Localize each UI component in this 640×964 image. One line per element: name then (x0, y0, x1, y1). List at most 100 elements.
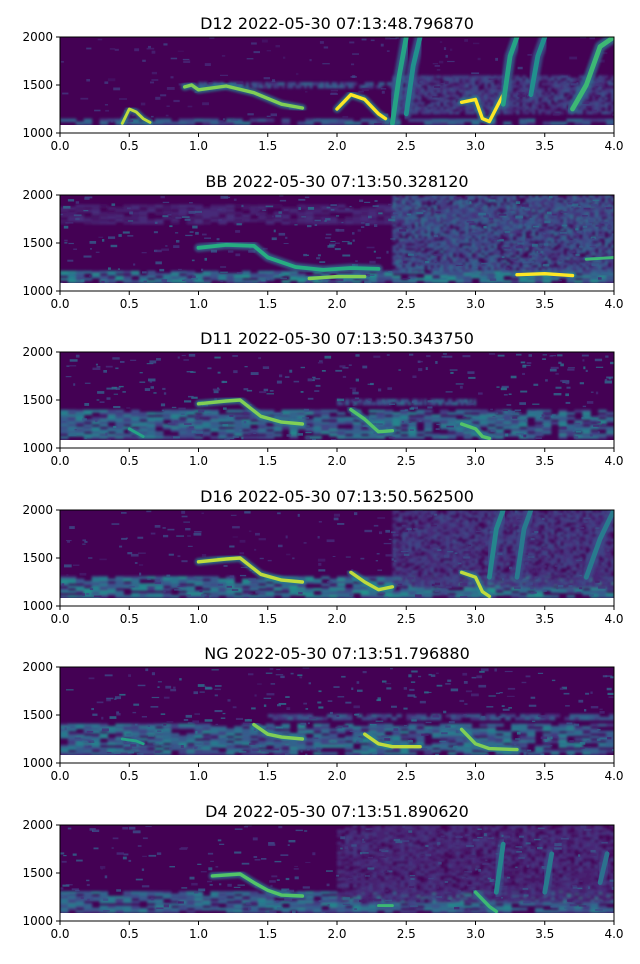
noise-cell (504, 394, 508, 395)
noise-cell (73, 383, 75, 386)
noise-cell (434, 86, 440, 88)
noise-cell (478, 58, 481, 60)
energy-cell (274, 429, 283, 432)
energy-cell (305, 412, 314, 415)
energy-cell (337, 422, 346, 425)
noise-cell (222, 55, 225, 56)
noise-cell (446, 391, 453, 392)
energy-cell (147, 280, 156, 283)
energy-cell (100, 436, 109, 439)
noise-cell (271, 113, 277, 116)
noise-cell (586, 106, 591, 107)
noise-cell (433, 269, 439, 271)
y-tick-label: 1000 (22, 126, 53, 140)
noise-cell (515, 216, 523, 219)
energy-cell (377, 280, 386, 283)
noise-cell (64, 242, 67, 243)
noise-cell (522, 204, 529, 207)
x-tick-label: 4.0 (604, 297, 623, 311)
noise-cell (456, 265, 463, 266)
noise-cell (319, 360, 323, 361)
noise-cell (418, 361, 421, 364)
energy-cell (155, 122, 164, 126)
noise-cell (196, 418, 200, 419)
noise-cell (129, 212, 133, 215)
noise-cell (245, 281, 252, 283)
energy-cell (567, 412, 576, 415)
noise-cell (316, 257, 320, 259)
noise-cell (454, 197, 462, 200)
noise-cell (73, 249, 77, 251)
noise-cell (90, 248, 92, 250)
noise-cell (512, 414, 520, 415)
noise-cell (70, 365, 77, 366)
noise-cell (185, 279, 191, 282)
noise-cell (325, 218, 330, 220)
energy-cell (210, 429, 219, 432)
noise-cell (166, 115, 169, 117)
noise-cell (446, 426, 454, 428)
call-track (309, 277, 364, 279)
energy-cell (234, 280, 243, 283)
energy-cell (179, 122, 188, 126)
energy-cell (559, 424, 568, 427)
energy-cell (60, 119, 69, 123)
energy-cell (598, 436, 607, 439)
noise-cell (584, 208, 591, 210)
energy-cell (598, 410, 607, 413)
noise-cell (531, 409, 537, 410)
noise-cell (330, 93, 338, 95)
noise-cell (178, 269, 182, 270)
noise-cell (377, 424, 383, 425)
noise-cell (527, 261, 534, 263)
noise-cell (516, 433, 524, 434)
energy-cell (60, 436, 69, 439)
noise-cell (118, 234, 121, 237)
noise-cell (106, 366, 113, 368)
energy-cell (582, 280, 591, 283)
noise-cell (161, 249, 169, 251)
energy-cell (606, 434, 615, 437)
energy-cell (420, 402, 423, 406)
noise-cell (549, 355, 553, 356)
energy-cell (347, 402, 350, 406)
noise-cell (362, 88, 369, 91)
noise-cell (435, 262, 437, 263)
energy-cell (337, 221, 346, 224)
noise-cell (590, 434, 593, 436)
energy-cell (258, 436, 267, 439)
noise-cell (111, 245, 118, 247)
energy-cell (519, 122, 528, 126)
noise-cell (335, 370, 342, 372)
energy-cell (305, 221, 314, 224)
energy-cell (313, 217, 322, 220)
noise-cell (540, 254, 543, 256)
noise-cell (577, 231, 583, 233)
noise-cell (582, 355, 589, 357)
noise-cell (110, 48, 115, 49)
energy-cell (313, 431, 322, 434)
noise-cell (114, 394, 118, 395)
noise-cell (517, 242, 524, 244)
noise-cell (61, 214, 63, 215)
noise-cell (573, 430, 575, 432)
noise-cell (598, 277, 602, 280)
noise-cell (527, 362, 532, 364)
energy-cell (218, 212, 227, 215)
noise-cell (233, 370, 237, 373)
energy-cell (234, 414, 243, 417)
noise-cell (142, 271, 147, 273)
noise-cell (551, 367, 559, 369)
noise-cell (489, 79, 497, 80)
x-tick-label: 3.0 (466, 297, 485, 311)
noise-cell (467, 371, 474, 374)
noise-cell (468, 377, 475, 379)
noise-cell (496, 413, 498, 414)
energy-cell (511, 280, 519, 283)
noise-cell (115, 368, 118, 370)
noise-cell (200, 434, 202, 437)
noise-cell (598, 431, 600, 434)
noise-cell (322, 370, 326, 372)
noise-cell (163, 43, 167, 45)
